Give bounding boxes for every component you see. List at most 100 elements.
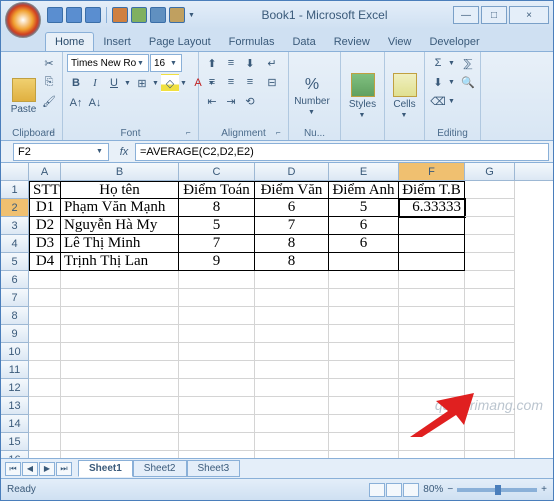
cell[interactable] [255, 343, 329, 361]
tab-formulas[interactable]: Formulas [220, 33, 284, 51]
cell[interactable] [61, 397, 179, 415]
sheet-tab[interactable]: Sheet1 [78, 460, 133, 477]
cell[interactable]: 6 [255, 199, 329, 217]
sheet-tab[interactable]: Sheet3 [187, 460, 241, 477]
bold-button[interactable]: B [67, 74, 85, 92]
cell[interactable] [255, 433, 329, 451]
fill-color-icon[interactable]: ◇ [161, 74, 179, 92]
cell[interactable] [465, 181, 515, 199]
cell[interactable] [61, 379, 179, 397]
cell[interactable] [179, 451, 255, 458]
align-top-icon[interactable]: ⬆ [203, 54, 221, 72]
formula-bar[interactable]: =AVERAGE(C2,D2,E2) [135, 143, 549, 161]
qat-dropdown-icon[interactable]: ▼ [188, 12, 196, 19]
row-header[interactable]: 6 [1, 271, 29, 289]
cell[interactable] [399, 217, 465, 235]
cell[interactable]: 8 [255, 235, 329, 253]
qat-item[interactable] [112, 7, 128, 23]
align-left-icon[interactable]: ≡ [203, 73, 221, 91]
cell[interactable] [399, 451, 465, 458]
cell[interactable] [465, 325, 515, 343]
view-layout-icon[interactable] [386, 483, 402, 497]
cell[interactable] [399, 361, 465, 379]
font-expander-icon[interactable]: ⌐ [186, 128, 196, 138]
cell[interactable] [29, 271, 61, 289]
shrink-font-icon[interactable]: A↓ [86, 94, 104, 112]
cell[interactable] [29, 433, 61, 451]
cell[interactable] [29, 325, 61, 343]
cell[interactable] [179, 379, 255, 397]
cell[interactable]: Điểm Toán [179, 181, 255, 199]
cell[interactable] [179, 325, 255, 343]
cell[interactable] [61, 307, 179, 325]
cell[interactable] [255, 415, 329, 433]
orientation-icon[interactable]: ⟲ [241, 92, 259, 110]
cell[interactable]: 7 [179, 235, 255, 253]
cell[interactable] [465, 217, 515, 235]
cell[interactable] [329, 343, 399, 361]
border-icon[interactable]: ⊞ [133, 74, 151, 92]
column-header[interactable]: B [61, 163, 179, 180]
cell[interactable]: D3 [29, 235, 61, 253]
cell[interactable]: Điểm Anh [329, 181, 399, 199]
save-icon[interactable] [47, 7, 63, 23]
cell[interactable] [179, 361, 255, 379]
cell[interactable] [399, 253, 465, 271]
cell[interactable] [465, 253, 515, 271]
cell[interactable] [29, 289, 61, 307]
cell[interactable] [329, 415, 399, 433]
cell[interactable]: 8 [179, 199, 255, 217]
close-button[interactable]: × [509, 6, 549, 24]
tab-view[interactable]: View [379, 33, 421, 51]
fx-button[interactable]: fx [115, 143, 133, 161]
cell[interactable] [399, 289, 465, 307]
align-middle-icon[interactable]: ≡ [222, 54, 240, 72]
cell[interactable]: Điểm Văn [255, 181, 329, 199]
cell[interactable] [329, 289, 399, 307]
cell[interactable] [329, 451, 399, 458]
cell[interactable] [255, 289, 329, 307]
row-header[interactable]: 16 [1, 451, 29, 458]
cell[interactable]: 6.33333 [399, 199, 465, 217]
office-button[interactable] [5, 2, 41, 38]
increase-indent-icon[interactable]: ⇥ [222, 92, 240, 110]
cell[interactable] [329, 397, 399, 415]
cell[interactable] [465, 199, 515, 217]
row-header[interactable]: 3 [1, 217, 29, 235]
number-format-button[interactable]: % Number ▼ [293, 54, 331, 138]
row-header[interactable]: 12 [1, 379, 29, 397]
qat-item[interactable] [169, 7, 185, 23]
cell[interactable]: D1 [29, 199, 61, 217]
tab-review[interactable]: Review [325, 33, 379, 51]
grow-font-icon[interactable]: A↑ [67, 94, 85, 112]
cell[interactable] [329, 253, 399, 271]
styles-button[interactable]: Styles ▼ [345, 54, 380, 138]
sheet-tab[interactable]: Sheet2 [133, 460, 187, 477]
format-painter-icon[interactable]: 🖌 [40, 92, 58, 110]
cell[interactable]: D4 [29, 253, 61, 271]
row-header[interactable]: 4 [1, 235, 29, 253]
cell[interactable] [61, 361, 179, 379]
cell[interactable] [29, 307, 61, 325]
column-header[interactable]: A [29, 163, 61, 180]
cell[interactable] [465, 235, 515, 253]
cell[interactable] [329, 379, 399, 397]
align-center-icon[interactable]: ≡ [222, 73, 240, 91]
cell[interactable]: D2 [29, 217, 61, 235]
cell[interactable] [465, 343, 515, 361]
cell[interactable] [255, 397, 329, 415]
cell[interactable]: 5 [179, 217, 255, 235]
zoom-out-button[interactable]: − [447, 484, 453, 495]
alignment-expander-icon[interactable]: ⌐ [276, 128, 286, 138]
cell[interactable]: Phạm Văn Mạnh [61, 199, 179, 217]
cell[interactable] [29, 397, 61, 415]
cell[interactable] [61, 325, 179, 343]
cell[interactable] [179, 397, 255, 415]
cell[interactable] [465, 451, 515, 458]
cell[interactable] [329, 325, 399, 343]
undo-icon[interactable] [66, 7, 82, 23]
cell[interactable] [61, 289, 179, 307]
cell[interactable]: STT [29, 181, 61, 199]
cell[interactable] [399, 235, 465, 253]
row-header[interactable]: 11 [1, 361, 29, 379]
